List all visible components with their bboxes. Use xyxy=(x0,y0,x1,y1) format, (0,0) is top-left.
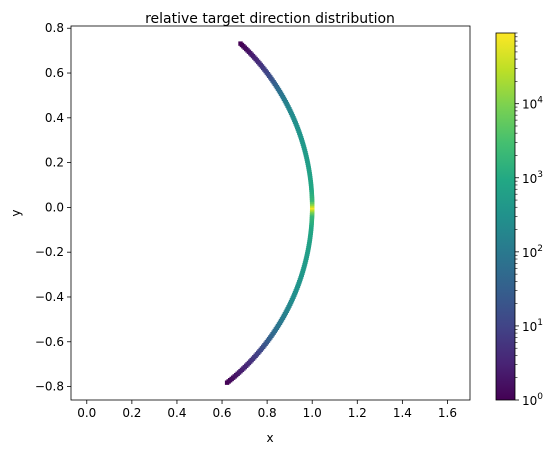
x-axis: 0.0 0.2 0.4 0.6 0.8 1.0 1.2 1.4 1.6 xyxy=(77,400,457,420)
x-axis-label: x xyxy=(266,431,273,445)
colorbar-tick-label: 103 xyxy=(522,170,543,186)
y-tick-label: 0.4 xyxy=(45,111,64,125)
colorbar-tick-label: 102 xyxy=(522,244,543,260)
y-tick-label: 0.6 xyxy=(45,66,64,80)
colorbar-tick-label: 101 xyxy=(522,318,543,334)
y-tick-label: 0.2 xyxy=(45,156,64,170)
y-tick-label: −0.6 xyxy=(35,335,64,349)
x-tick-label: 1.4 xyxy=(393,406,412,420)
chart-title: relative target direction distribution xyxy=(145,11,395,27)
x-tick-label: 0.6 xyxy=(212,406,231,420)
y-tick-label: 0.0 xyxy=(45,200,64,214)
y-tick-label: −0.2 xyxy=(35,245,64,259)
y-tick-label: −0.8 xyxy=(35,380,64,394)
x-tick-label: 1.0 xyxy=(303,406,322,420)
colorbar-tick-label: 100 xyxy=(522,392,543,408)
colorbar-tick-label: 104 xyxy=(522,96,543,112)
hist-bin xyxy=(238,41,243,46)
plot-marks xyxy=(224,41,315,385)
x-tick-label: 0.8 xyxy=(258,406,277,420)
y-tick-label: 0.8 xyxy=(45,21,64,35)
x-tick-label: 1.6 xyxy=(438,406,457,420)
y-axis: 0.8 0.6 0.4 0.2 0.0 −0.2 −0.4 −0.6 −0.8 xyxy=(35,21,71,394)
x-tick-label: 0.2 xyxy=(122,406,141,420)
x-tick-label: 0.0 xyxy=(77,406,96,420)
colorbar-axis: 100 101 102 103 104 xyxy=(515,32,543,408)
colorbar xyxy=(495,32,516,401)
y-tick-label: −0.4 xyxy=(35,290,64,304)
x-tick-label: 1.2 xyxy=(348,406,367,420)
x-tick-label: 0.4 xyxy=(167,406,186,420)
plot-frame xyxy=(70,25,471,401)
y-axis-label: y xyxy=(9,209,23,216)
